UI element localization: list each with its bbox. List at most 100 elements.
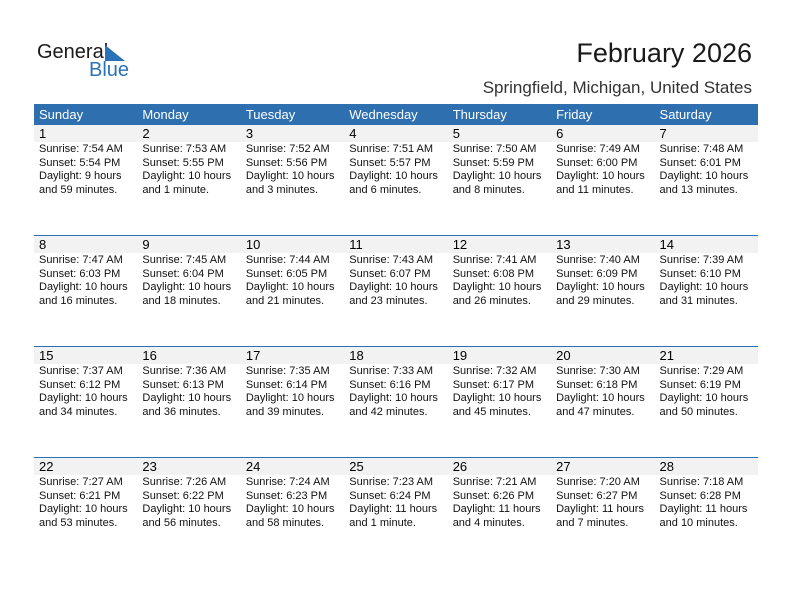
sunrise-text: Sunrise: 7:48 AM [659, 143, 744, 155]
sunrise-text: Sunrise: 7:51 AM [349, 143, 434, 155]
day-number: 20 [556, 348, 571, 363]
day-cell: Sunrise: 7:18 AM Sunset: 6:28 PM Daylight:… [655, 475, 758, 530]
day-number: 7 [659, 126, 667, 141]
daylight-minutes-text: and 1 minute. [349, 516, 416, 529]
sunrise-text: Sunrise: 7:37 AM [39, 365, 123, 377]
daylight-minutes-text: and 31 minutes. [659, 294, 738, 307]
sunset-text: Sunset: 6:00 PM [556, 156, 638, 169]
logo: General Blue [37, 41, 129, 80]
weekday-header: Sunday Monday Tuesday Wednesday Thursday Frid… [34, 104, 758, 125]
day-number: 2 [142, 126, 150, 141]
day-cell: Sunrise: 7:36 AM Sunset: 6:13 PM Daylight:… [137, 364, 240, 419]
page-title: February 2026 [576, 38, 752, 68]
day-cell: Sunrise: 7:32 AM Sunset: 6:17 PM Daylight:… [448, 364, 551, 419]
sunrise-text: Sunrise: 7:32 AM [452, 365, 537, 377]
sunrise-text: Sunrise: 7:44 AM [245, 254, 330, 266]
day-number: 16 [142, 348, 157, 363]
daylight-minutes-text: and 16 minutes. [39, 294, 118, 307]
daylight-text: Daylight: 10 hours [142, 170, 232, 182]
day-cell: Sunrise: 7:33 AM Sunset: 6:16 PM Daylight:… [344, 364, 447, 419]
daylight-text: Daylight: 10 hours [142, 503, 232, 515]
weekday-friday: Friday [556, 107, 593, 122]
day-cell: Sunrise: 7:44 AM Sunset: 6:05 PM Daylight:… [241, 253, 344, 308]
sunrise-text: Sunrise: 7:18 AM [659, 476, 744, 488]
week-row: 15 16 17 18 19 20 21 Sunrise: 7:37 AM Sunset: 6:… [34, 346, 758, 457]
day-number: 4 [349, 126, 357, 141]
sunset-text: Sunset: 6:24 PM [349, 489, 431, 502]
logo-text-general: General [37, 41, 109, 63]
date-band: 15 16 17 18 19 20 21 [34, 347, 758, 364]
sunrise-text: Sunrise: 7:47 AM [39, 254, 123, 266]
daylight-minutes-text: and 26 minutes. [452, 294, 531, 307]
daylight-minutes-text: and 59 minutes. [39, 183, 118, 196]
sunrise-text: Sunrise: 7:40 AM [556, 254, 640, 266]
daylight-minutes-text: and 36 minutes. [142, 405, 221, 418]
week-row: 1 2 3 4 5 6 7 Sunrise: 7:54 AM Sunset: 5:54 PM Da… [34, 125, 758, 235]
day-number: 24 [245, 459, 261, 474]
sunset-text: Sunset: 6:21 PM [39, 489, 121, 502]
day-number: 1 [39, 126, 47, 141]
daylight-minutes-text: and 7 minutes. [556, 516, 629, 529]
day-number: 25 [349, 459, 364, 474]
day-details-row: Sunrise: 7:27 AM Sunset: 6:21 PM Daylight:… [34, 475, 758, 530]
sunrise-text: Sunrise: 7:27 AM [39, 476, 123, 488]
day-cell: Sunrise: 7:26 AM Sunset: 6:22 PM Daylight:… [137, 475, 240, 530]
sunrise-text: Sunrise: 7:52 AM [245, 143, 330, 155]
sunset-text: Sunset: 6:17 PM [452, 378, 535, 391]
weekday-saturday: Saturday [659, 107, 712, 122]
day-number: 21 [659, 348, 674, 363]
sunrise-text: Sunrise: 7:53 AM [142, 143, 227, 155]
daylight-minutes-text: and 42 minutes. [349, 405, 428, 418]
day-details-row: Sunrise: 7:47 AM Sunset: 6:03 PM Daylight:… [34, 253, 758, 308]
day-cell: Sunrise: 7:20 AM Sunset: 6:27 PM Daylight:… [551, 475, 654, 530]
location: Springfield, Michigan, United States [482, 78, 752, 97]
sunset-text: Sunset: 5:55 PM [142, 156, 224, 169]
sunset-text: Sunset: 6:14 PM [245, 378, 328, 391]
sunset-text: Sunset: 6:18 PM [556, 378, 638, 391]
daylight-minutes-text: and 29 minutes. [556, 294, 635, 307]
sunrise-text: Sunrise: 7:20 AM [556, 476, 640, 488]
sunset-text: Sunset: 6:03 PM [39, 267, 121, 280]
daylight-minutes-text: and 50 minutes. [659, 405, 738, 418]
day-cell: Sunrise: 7:51 AM Sunset: 5:57 PM Daylight:… [344, 142, 447, 197]
day-number: 26 [452, 459, 468, 474]
daylight-minutes-text: and 56 minutes. [142, 516, 221, 529]
daylight-minutes-text: and 21 minutes. [245, 294, 325, 307]
daylight-text: Daylight: 10 hours [659, 281, 749, 293]
daylight-minutes-text: and 23 minutes. [349, 294, 428, 307]
day-cell: Sunrise: 7:39 AM Sunset: 6:10 PM Daylight:… [655, 253, 758, 308]
sunset-text: Sunset: 6:22 PM [142, 489, 224, 502]
weekday-wednesday: Wednesday [349, 107, 418, 122]
daylight-minutes-text: and 53 minutes. [39, 516, 118, 529]
daylight-text: Daylight: 10 hours [142, 281, 232, 293]
day-cell: Sunrise: 7:43 AM Sunset: 6:07 PM Daylight:… [344, 253, 447, 308]
day-cell: Sunrise: 7:29 AM Sunset: 6:19 PM Daylight:… [655, 364, 758, 419]
daylight-text: Daylight: 10 hours [452, 392, 542, 404]
day-number: 22 [39, 459, 54, 474]
sunrise-text: Sunrise: 7:49 AM [556, 143, 640, 155]
sunrise-text: Sunrise: 7:24 AM [245, 476, 330, 488]
sunrise-text: Sunrise: 7:35 AM [245, 365, 330, 377]
daylight-text: Daylight: 10 hours [349, 392, 438, 404]
daylight-text: Daylight: 10 hours [142, 392, 232, 404]
daylight-text: Daylight: 10 hours [556, 392, 645, 404]
sunrise-text: Sunrise: 7:26 AM [142, 476, 227, 488]
day-cell: Sunrise: 7:40 AM Sunset: 6:09 PM Daylight:… [551, 253, 654, 308]
daylight-minutes-text: and 34 minutes. [39, 405, 118, 418]
daylight-minutes-text: and 45 minutes. [452, 405, 531, 418]
sunrise-text: Sunrise: 7:23 AM [349, 476, 434, 488]
sunrise-text: Sunrise: 7:54 AM [39, 143, 123, 155]
daylight-text: Daylight: 10 hours [245, 503, 335, 515]
daylight-minutes-text: and 39 minutes. [245, 405, 325, 418]
day-cell: Sunrise: 7:54 AM Sunset: 5:54 PM Daylight:… [34, 142, 137, 197]
weekday-thursday: Thursday [452, 107, 507, 122]
daylight-text: Daylight: 10 hours [556, 170, 645, 182]
weekday-tuesday: Tuesday [245, 107, 296, 122]
sunset-text: Sunset: 6:19 PM [659, 378, 741, 391]
daylight-text: Daylight: 10 hours [245, 170, 335, 182]
sunset-text: Sunset: 6:07 PM [349, 267, 431, 280]
week-row: 22 23 24 25 26 27 28 Sunrise: 7:27 AM Sunset: 6:… [34, 457, 758, 568]
date-band: 8 9 10 11 12 13 14 [34, 236, 758, 253]
weekday-sunday: Sunday [39, 107, 84, 122]
daylight-text: Daylight: 10 hours [39, 281, 128, 293]
